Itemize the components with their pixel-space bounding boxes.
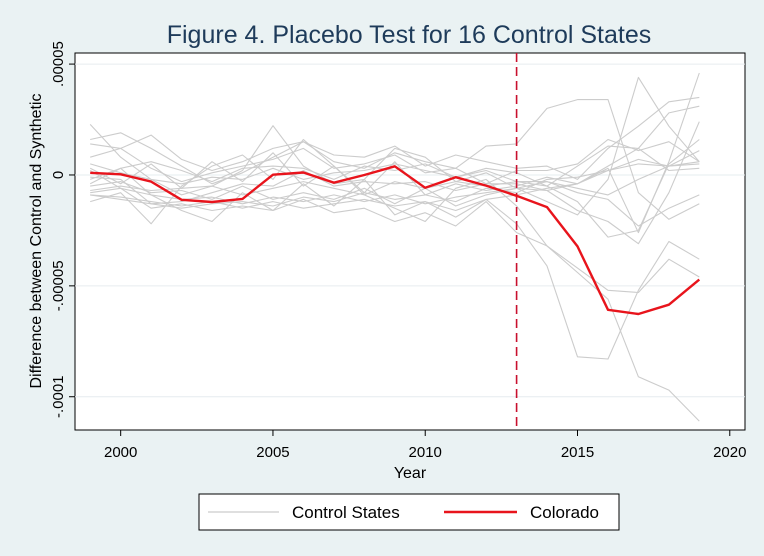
series-line-control xyxy=(90,99,700,220)
x-tick-label: 2020 xyxy=(713,444,746,461)
series-line-control xyxy=(90,138,700,185)
gridlines xyxy=(75,63,745,398)
series-line-control xyxy=(89,72,700,234)
chart-title: Figure 4. Placebo Test for 16 Control St… xyxy=(167,21,652,49)
series-line-control xyxy=(90,139,700,238)
series-line-control xyxy=(90,96,700,180)
legend-label-colorado: Colorado xyxy=(530,503,599,522)
series-line-control xyxy=(89,150,700,205)
x-tick-label: 2000 xyxy=(104,444,137,461)
y-tick-label: .00005 xyxy=(50,41,67,87)
treated-layer xyxy=(90,165,701,316)
series-line-control xyxy=(90,105,700,212)
plot-area xyxy=(74,52,746,431)
y-tick-label: 0 xyxy=(50,171,67,179)
series-line-control xyxy=(89,76,700,216)
legend-label-control: Control States xyxy=(292,503,400,522)
series-layer xyxy=(89,72,700,422)
series-line-control xyxy=(89,167,700,360)
x-tick-label: 2005 xyxy=(256,444,289,461)
series-line-colorado xyxy=(90,165,701,316)
legend: Control States Colorado xyxy=(198,493,620,531)
series-line-control xyxy=(90,158,700,207)
series-line-control xyxy=(90,163,700,209)
series-line-control xyxy=(90,163,700,227)
axes xyxy=(69,63,731,436)
y-tick-label: -.00005 xyxy=(50,260,67,311)
series-line-control xyxy=(90,145,700,196)
tick-labels: -.0001 -.00005 0 .00005 2000 2005 2010 2015 2020 xyxy=(50,41,746,461)
y-tick-label: -.0001 xyxy=(50,375,67,418)
x-tick-label: 2010 xyxy=(409,444,442,461)
series-line-control xyxy=(90,187,700,294)
x-axis-title: Year xyxy=(394,465,427,482)
y-axis-title: Difference between Control and Synthetic xyxy=(28,94,45,389)
x-tick-label: 2015 xyxy=(561,444,594,461)
